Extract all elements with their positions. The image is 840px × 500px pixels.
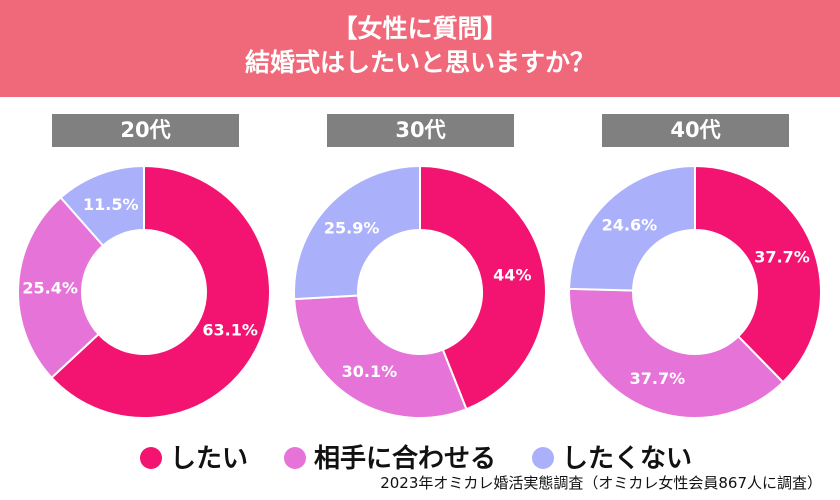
header: 【女性に質問】 結婚式はしたいと思いますか？ [0, 0, 840, 97]
data-label: 37.7% [630, 369, 686, 388]
age-tag-30: 30代 [327, 114, 514, 147]
legend-item-want: したい [140, 438, 248, 475]
legend-item-depends: 相手に合わせる [284, 438, 496, 475]
donut-slice [293, 164, 421, 301]
data-label: 37.7% [754, 248, 810, 267]
donut-slice [17, 196, 105, 380]
data-label: 24.6% [602, 216, 658, 235]
header-line1: 【女性に質問】 [332, 14, 508, 43]
donut-slice [568, 164, 696, 292]
donut-slice [293, 294, 468, 419]
data-label: 30.1% [342, 362, 398, 381]
data-label: 25.9% [324, 218, 380, 237]
donut-slice [50, 164, 271, 419]
legend-dot [140, 447, 162, 469]
data-label: 25.4% [22, 278, 78, 297]
header-line2: 結婚式はしたいと思いますか？ [244, 48, 595, 77]
legend-item-no: したくない [532, 438, 692, 475]
legend: したい 相手に合わせる したくない [140, 438, 692, 475]
donut-slice [568, 287, 785, 419]
source-note: 2023年オミカレ婚活実態調査（オミカレ女性会員867人に調査） [380, 474, 822, 492]
donut-slice [59, 164, 145, 247]
legend-dot [532, 447, 555, 469]
donut-slice [419, 164, 547, 411]
data-label: 11.5% [83, 195, 139, 214]
data-label: 63.1% [202, 321, 258, 340]
donut-slice [694, 164, 822, 384]
age-tag-20: 20代 [52, 114, 239, 147]
data-label: 44% [493, 265, 531, 284]
age-tag-40: 40代 [602, 114, 789, 147]
legend-dot [284, 447, 307, 469]
